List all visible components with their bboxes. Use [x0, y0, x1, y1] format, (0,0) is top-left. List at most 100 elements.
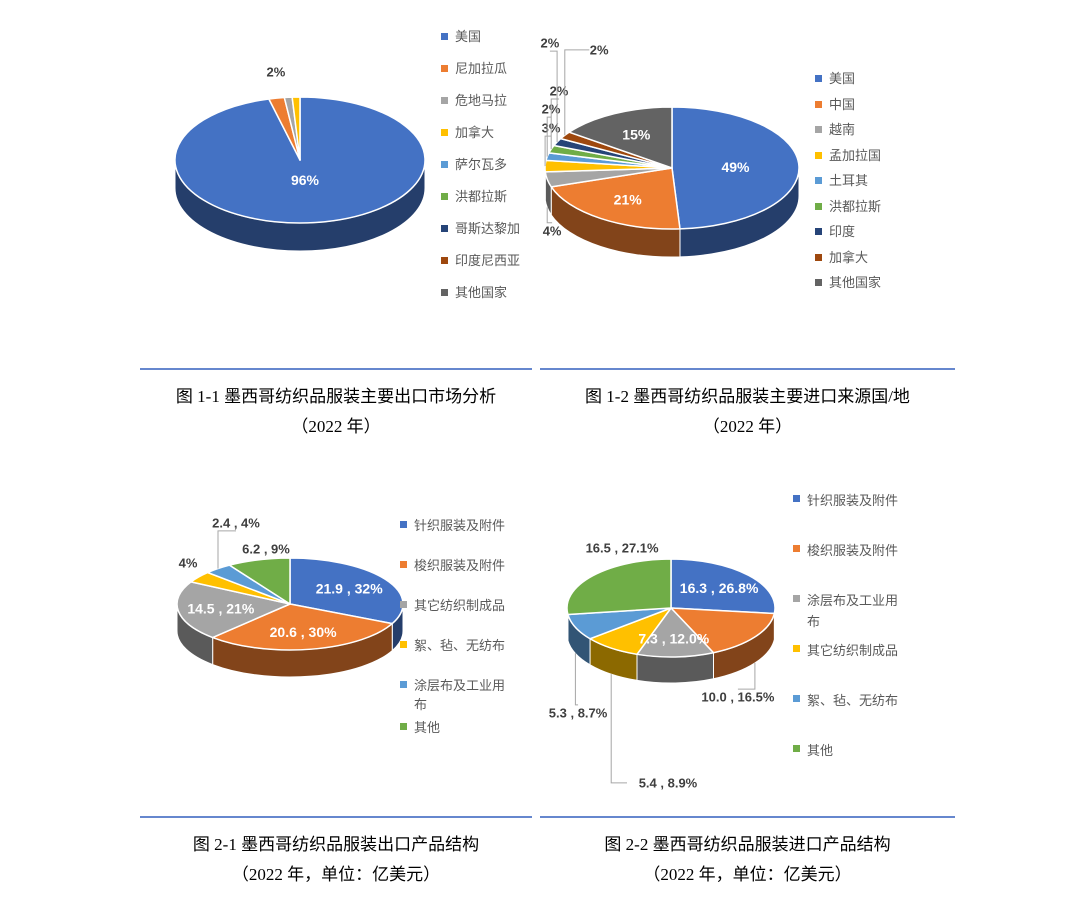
legend-item: 絮、毡、无纺布: [793, 690, 905, 711]
legend-label: 其他国家: [829, 275, 882, 290]
figure-caption-1-2: 图 1-2 墨西哥纺织品服装主要进口来源国/地 （2022 年）: [540, 368, 955, 442]
legend-label: 其它纺织制成品: [414, 598, 506, 613]
caption-subtitle: （2022 年）: [291, 417, 381, 436]
legend-label: 中国: [829, 96, 856, 112]
legend-label: 洪都拉斯: [455, 189, 508, 204]
legend-item: 土耳其: [815, 172, 915, 190]
legend-item: 越南: [815, 121, 915, 139]
legend-label: 哥斯达黎加: [455, 221, 521, 236]
legend-item: 美国: [441, 28, 541, 46]
pie-1-1-export-markets: 96% 2%: [174, 64, 426, 252]
legend-item: 加拿大: [441, 124, 541, 142]
label-leader-line: [550, 98, 559, 150]
legend-item: 印度: [815, 223, 915, 241]
legend-marker-icon: [815, 279, 822, 286]
legend-item: 美国: [815, 70, 915, 88]
slice-label: 16.3 , 26.8%: [680, 580, 759, 596]
legend-label: 孟加拉国: [829, 147, 882, 163]
label-leader-line: [217, 530, 236, 569]
legend-label: 絮、毡、无纺布: [807, 693, 899, 708]
legend-marker-icon: [400, 723, 407, 730]
caption-title: 图 2-1 墨西哥纺织品服装出口产品结构: [192, 835, 480, 854]
legend-marker-icon: [441, 65, 448, 72]
slice-label: 16.5 , 27.1%: [586, 541, 659, 556]
legend-item: 其他: [793, 740, 905, 761]
legend-marker-icon: [793, 645, 800, 652]
label-leader-line: [610, 674, 627, 784]
legend-item: 涂层布及工业用布: [400, 676, 512, 714]
chart-legend-import-products: 针织服装及附件 梭织服装及附件 涂层布及工业用布 其它纺织制成品 絮、毡、无纺布 其他: [793, 490, 905, 790]
legend-label: 印度: [829, 224, 856, 239]
slice-label: 4%: [543, 223, 562, 238]
slice-label: 10.0 , 16.5%: [701, 690, 774, 705]
legend-marker-icon: [815, 253, 822, 261]
label-leader-line: [574, 653, 579, 706]
pie-slice: [671, 106, 800, 230]
legend-marker-icon: [400, 521, 407, 528]
legend-label: 美国: [829, 71, 856, 86]
chart-figure-2-1: 21.9 , 32% 20.6 , 30% 14.5 , 21% 4% 2.4 , 4%…: [140, 480, 440, 800]
chart-figure-2-2: 16.3 , 26.8% 10.0 , 16.5% 7.3 , 12.0% 5.4 ,…: [540, 470, 810, 820]
legend-item: 梭织服装及附件: [400, 556, 512, 575]
legend-label: 土耳其: [829, 173, 869, 188]
pie-slice: [228, 557, 291, 605]
legend-label: 加拿大: [829, 249, 869, 265]
legend-item: 洪都拉斯: [441, 188, 541, 206]
legend-marker-icon: [441, 161, 448, 168]
legend-marker-icon: [815, 151, 822, 159]
legend-item: 萨尔瓦多: [441, 156, 541, 174]
chart-legend-import-sources: 美国中国越南孟加拉国土耳其洪都拉斯印度加拿大其他国家: [815, 70, 915, 300]
legend-marker-icon: [815, 75, 822, 82]
legend-item: 印度尼西亚: [441, 252, 541, 270]
legend-item: 针织服装及附件: [400, 516, 512, 535]
legend-marker-icon: [441, 289, 448, 296]
legend-item: 其他国家: [815, 274, 915, 292]
legend-marker-icon: [441, 97, 448, 104]
legend-item: 其它纺织制成品: [793, 640, 905, 661]
slice-label: 2%: [550, 84, 569, 99]
legend-item: 洪都拉斯: [815, 198, 915, 216]
legend-label: 涂层布及工业用布: [414, 678, 506, 712]
legend-marker-icon: [793, 745, 800, 752]
caption-subtitle: （2022 年，单位：亿美元）: [231, 865, 441, 884]
legend-label: 越南: [829, 122, 856, 137]
legend-item: 其它纺织制成品: [400, 596, 512, 615]
chart-figure-1-2: 49% 21% 4% 3% 2% 2% 2% 2% 15%: [540, 20, 815, 360]
legend-label: 其它纺织制成品: [807, 643, 899, 658]
legend-item: 其他国家: [441, 284, 541, 302]
legend-marker-icon: [815, 126, 822, 133]
pie-slice: [176, 581, 291, 639]
caption-subtitle: （2022 年，单位：亿美元）: [643, 865, 852, 884]
legend-marker-icon: [815, 100, 822, 108]
legend-label: 其他: [414, 720, 441, 735]
legend-marker-icon: [815, 177, 822, 184]
legend-label: 针织服装及附件: [414, 518, 506, 533]
legend-label: 其他国家: [455, 285, 508, 300]
legend-marker-icon: [815, 228, 822, 235]
slice-label: 2%: [267, 64, 286, 79]
pie-2-1-export-products: 21.9 , 32% 20.6 , 30% 14.5 , 21% 4% 2.4 , 4%…: [176, 515, 404, 678]
slice-label: 20.6 , 30%: [270, 624, 337, 640]
slice-label: 5.4 , 8.9%: [639, 775, 698, 790]
pie-slice: [550, 167, 681, 230]
pie-1-2-import-sources: 49%21%4%3%2%2%2% 2%15%: [541, 36, 800, 258]
figure-caption-2-1: 图 2-1 墨西哥纺织品服装出口产品结构 （2022 年，单位：亿美元）: [140, 816, 532, 890]
label-leader-line: [546, 207, 553, 224]
figure-caption-1-1: 图 1-1 墨西哥纺织品服装主要出口市场分析 （2022 年）: [140, 368, 532, 442]
slice-label: 21%: [614, 191, 643, 207]
legend-item: 中国: [815, 96, 915, 114]
legend-label: 其他: [807, 743, 834, 758]
pie-slice: [291, 96, 301, 161]
slice-label: 14.5 , 21%: [187, 601, 254, 617]
caption-subtitle: （2022 年）: [702, 417, 793, 436]
pie-slice: [289, 557, 404, 625]
slice-label: 2%: [541, 36, 560, 51]
legend-item: 孟加拉国: [815, 147, 915, 165]
slice-label: 15%: [622, 126, 651, 142]
figure-caption-2-2: 图 2-2 墨西哥纺织品服装进口产品结构 （2022 年，单位：亿美元）: [540, 816, 955, 890]
label-leader-line: [546, 116, 551, 157]
legend-label: 梭织服装及附件: [414, 558, 506, 573]
pie-2-2-import-products: 16.3 , 26.8% 10.0 , 16.5% 7.3 , 12.0% 5.4 ,…: [549, 541, 776, 790]
legend-label: 加拿大: [455, 125, 495, 140]
